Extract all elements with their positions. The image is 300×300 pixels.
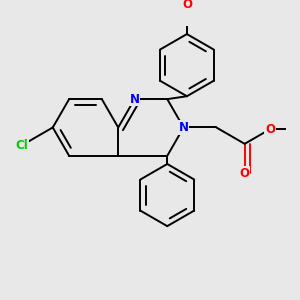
- Text: O: O: [240, 167, 250, 180]
- Text: O: O: [182, 0, 192, 11]
- Text: Cl: Cl: [15, 139, 28, 152]
- Text: N: N: [130, 93, 140, 106]
- Text: N: N: [178, 121, 189, 134]
- Text: O: O: [265, 123, 275, 136]
